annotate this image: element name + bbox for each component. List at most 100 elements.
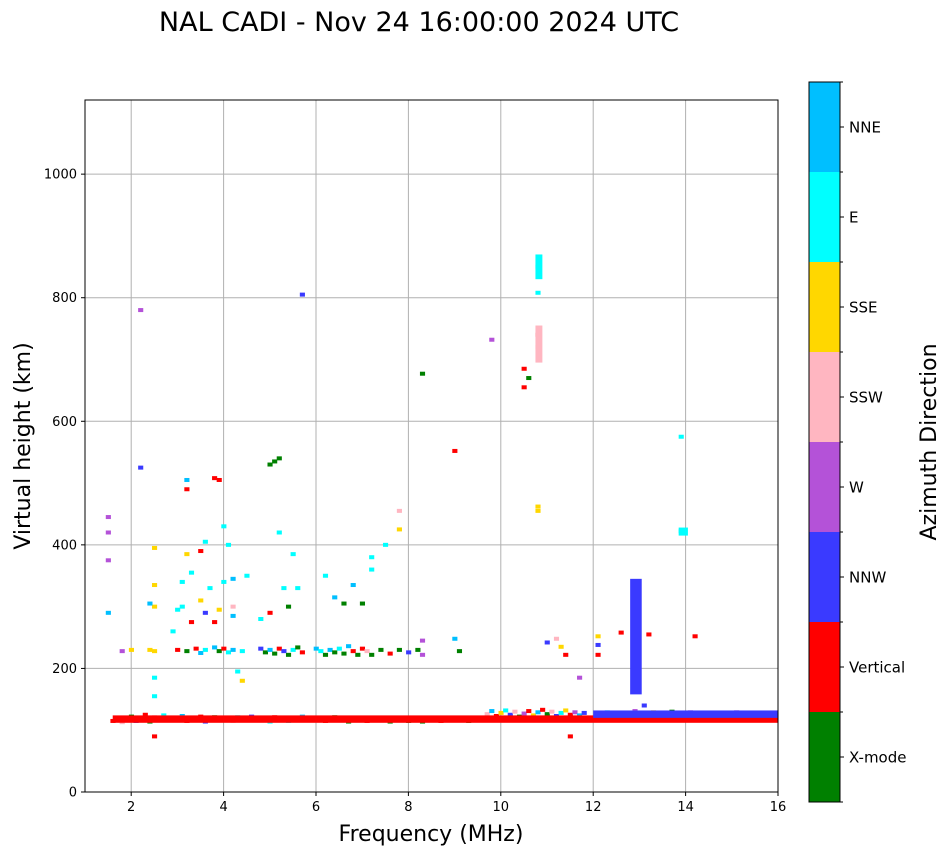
echo-point xyxy=(281,649,287,654)
colorbar-border xyxy=(808,81,841,803)
echo-point xyxy=(184,649,190,654)
echo-point xyxy=(521,711,527,716)
echo-point xyxy=(179,579,185,584)
x-tick-label: 16 xyxy=(770,800,787,815)
echo-point xyxy=(207,586,213,591)
echo-point xyxy=(239,649,245,654)
colorbar-tick-label: E xyxy=(849,209,858,227)
x-tick-label: 8 xyxy=(404,800,412,815)
echo-point xyxy=(692,634,698,639)
echo-point xyxy=(535,290,541,295)
echo-point xyxy=(295,586,301,591)
echo-point xyxy=(212,645,218,650)
e-layer-upper-band xyxy=(593,710,778,718)
x-tick-label: 12 xyxy=(585,800,602,815)
echo-point xyxy=(290,647,296,652)
echo-point xyxy=(179,604,185,609)
echo-point xyxy=(406,650,412,655)
colorbar-segment xyxy=(809,712,840,802)
echo-point xyxy=(230,647,236,652)
echo-point xyxy=(369,652,375,657)
echo-point xyxy=(419,638,426,643)
echo-point xyxy=(419,371,426,376)
echo-point xyxy=(276,646,282,651)
echo-point xyxy=(235,669,241,674)
echo-point xyxy=(350,583,356,588)
echo-point xyxy=(341,651,347,656)
y-tick-label: 400 xyxy=(52,538,77,553)
echo-point xyxy=(498,710,504,715)
echo-point xyxy=(184,487,190,492)
colorbar-tick-label: X-mode xyxy=(849,749,906,767)
echo-point xyxy=(540,707,546,712)
echo-point xyxy=(267,610,273,615)
echo-point xyxy=(239,678,245,683)
echo-point xyxy=(221,524,227,529)
grid-lines xyxy=(85,100,779,793)
echo-point xyxy=(184,552,190,557)
echo-point xyxy=(138,308,144,313)
colorbar-tick-label: SSE xyxy=(849,299,878,317)
echo-point xyxy=(535,504,541,509)
colorbar-tick-label: NNW xyxy=(849,569,886,587)
highlight-blocks xyxy=(112,254,779,723)
echo-point xyxy=(313,646,319,651)
echo-point xyxy=(216,477,222,482)
echo-point xyxy=(419,652,426,657)
echo-point xyxy=(452,448,458,453)
echo-point xyxy=(151,734,158,739)
echo-point xyxy=(332,650,338,655)
echo-point xyxy=(369,567,375,572)
x-axis-ticks: 2 4 6 8 10 12 14 16 xyxy=(127,792,786,815)
echo-point xyxy=(230,604,236,609)
echo-point xyxy=(151,675,158,680)
colorbar-segment xyxy=(809,352,840,442)
echo-point xyxy=(151,604,158,609)
colorbar-tick-label: W xyxy=(849,479,864,497)
echo-point xyxy=(484,712,490,717)
echo-point xyxy=(151,583,158,588)
chart-title: NAL CADI - Nov 24 16:00:00 2024 UTC xyxy=(159,7,679,38)
echo-point xyxy=(202,539,208,544)
echo-point xyxy=(503,708,509,713)
echo-point xyxy=(105,610,111,615)
echo-point xyxy=(105,558,111,563)
echo-point xyxy=(567,734,573,739)
echo-point xyxy=(212,476,218,481)
echo-point xyxy=(549,709,555,714)
echo-point xyxy=(147,647,153,652)
echo-point xyxy=(396,647,402,652)
echo-point xyxy=(558,710,564,715)
echo-point xyxy=(535,710,541,715)
colorbar-label: Azimuth Direction xyxy=(917,343,942,540)
echo-point xyxy=(272,651,278,656)
echo-point xyxy=(678,434,684,439)
echo-point xyxy=(198,598,204,603)
echo-point xyxy=(618,630,624,635)
mid-echo-block xyxy=(535,325,543,363)
echo-point xyxy=(216,607,222,612)
echo-point xyxy=(558,644,564,649)
echo-point xyxy=(276,456,282,461)
echo-point xyxy=(244,573,250,578)
echo-point xyxy=(230,613,236,618)
echo-point xyxy=(221,579,227,584)
echo-point xyxy=(258,646,264,651)
y-tick-label: 600 xyxy=(52,415,77,430)
echo-point xyxy=(544,640,550,645)
echo-point xyxy=(646,632,652,637)
echo-point xyxy=(332,595,338,600)
echo-point xyxy=(641,703,647,708)
echo-point xyxy=(230,576,236,581)
e-layer-band xyxy=(112,715,779,723)
echo-point xyxy=(512,709,518,714)
echo-point xyxy=(341,601,347,606)
colorbar-segment xyxy=(809,622,840,712)
x-tick-label: 10 xyxy=(493,800,510,815)
echo-point xyxy=(142,712,148,717)
echo-point xyxy=(595,642,601,647)
echo-point xyxy=(567,712,573,717)
echo-point xyxy=(225,650,232,655)
echo-point xyxy=(507,712,513,717)
